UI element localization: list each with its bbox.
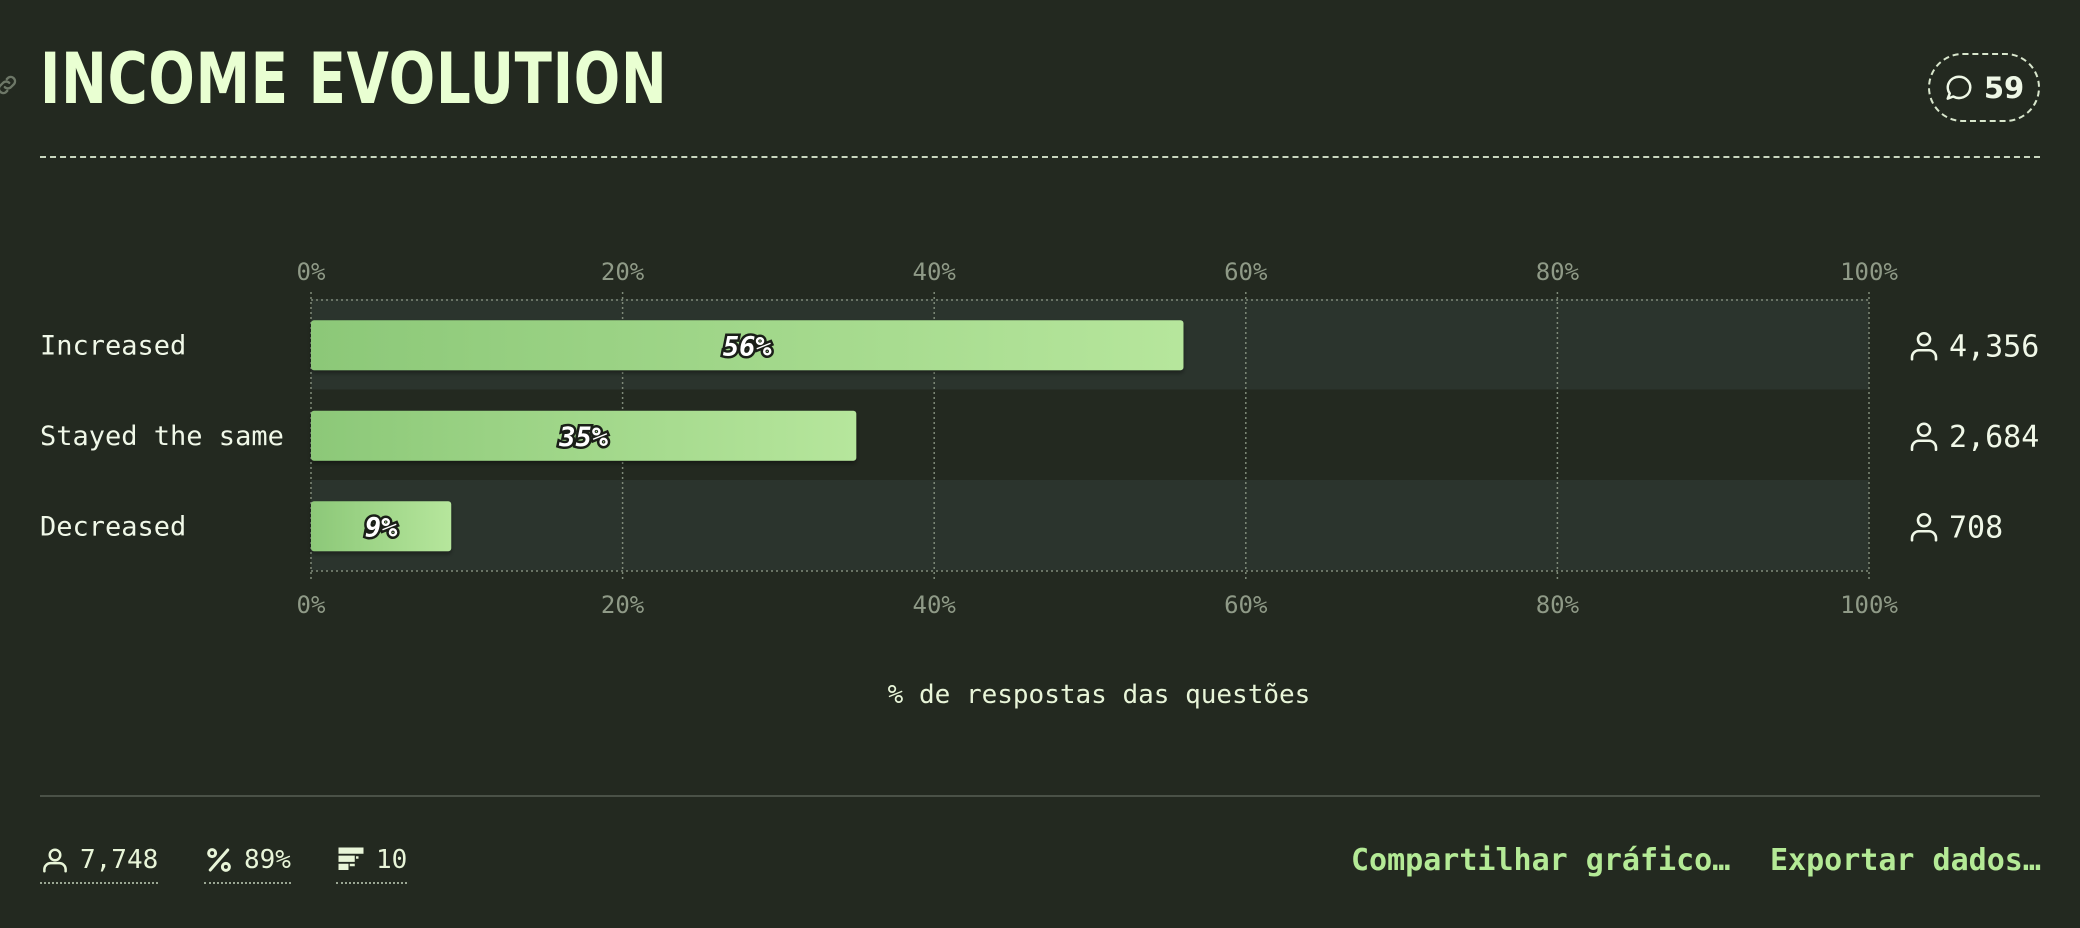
category-label: Increased: [40, 330, 186, 361]
x-tick-label-bottom: 20%: [601, 591, 645, 619]
percent-icon: [207, 848, 231, 872]
footer-divider: [40, 795, 2040, 797]
percentage-value: 89%: [244, 845, 291, 875]
x-tick-label-bottom: 60%: [1224, 591, 1268, 619]
bar[interactable]: [311, 320, 1184, 371]
person-icon: [1910, 331, 1938, 361]
x-tick-label-top: 20%: [601, 258, 645, 286]
person-icon: [1910, 422, 1938, 452]
respondents-stat[interactable]: 7,748: [40, 842, 159, 884]
bar[interactable]: [311, 501, 452, 552]
category-label: Decreased: [40, 511, 186, 542]
share-chart-link[interactable]: Compartilhar gráfico…: [1351, 843, 1731, 878]
questions-icon: [338, 847, 364, 870]
bar-value-label: 56%: [723, 331, 773, 362]
x-tick-label-bottom: 100%: [1840, 591, 1898, 619]
x-tick-label-top: 60%: [1224, 258, 1268, 286]
x-tick-label-bottom: 0%: [297, 591, 326, 619]
x-tick-label-bottom: 80%: [1536, 591, 1580, 619]
export-data-link[interactable]: Exportar dados…: [1770, 843, 2041, 878]
person-icon: [43, 848, 67, 873]
percentage-stat[interactable]: 89%: [204, 842, 291, 884]
x-tick-label-top: 40%: [913, 258, 957, 286]
bar[interactable]: [311, 410, 857, 461]
respondent-count: 4,356: [1949, 329, 2039, 364]
comments-button[interactable]: 59: [1928, 53, 2040, 122]
comments-count: 59: [1983, 70, 2025, 105]
link-icon[interactable]: [0, 72, 20, 98]
row-band: [311, 480, 1869, 571]
respondents-count: 7,748: [80, 845, 159, 875]
bar-value-label: 9%: [365, 512, 398, 543]
respondent-count: 2,684: [1949, 420, 2039, 455]
comment-icon: [1946, 75, 1972, 100]
questions-count: 10: [376, 845, 408, 875]
bar-value-label: 35%: [558, 422, 609, 453]
questions-stat[interactable]: 10: [336, 842, 408, 884]
category-label: Stayed the same: [40, 421, 284, 452]
x-axis-title: % de respostas das questões: [888, 680, 1311, 710]
respondent-count: 708: [1949, 510, 2003, 545]
page-title: INCOME EVOLUTION: [40, 38, 668, 120]
header-divider: [40, 156, 2040, 158]
x-tick-label-top: 100%: [1840, 258, 1898, 286]
x-tick-label-top: 80%: [1536, 258, 1580, 286]
x-tick-label-bottom: 40%: [913, 591, 957, 619]
x-tick-label-top: 0%: [297, 258, 326, 286]
person-icon: [1910, 512, 1938, 542]
